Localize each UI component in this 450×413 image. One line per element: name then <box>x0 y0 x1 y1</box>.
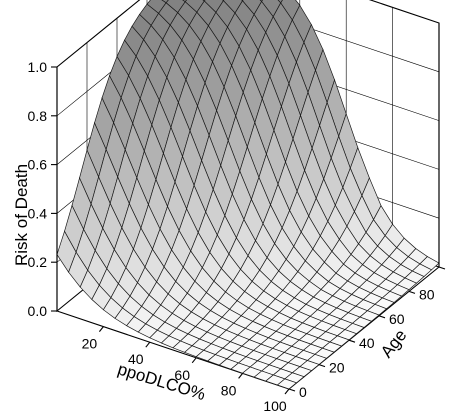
x-tick-label: 60 <box>174 367 190 383</box>
y-tick-mark <box>318 364 326 368</box>
z-tick-label: 0.6 <box>28 157 48 173</box>
y-tick-label: 0 <box>299 384 307 400</box>
y-tick-mark <box>288 388 296 392</box>
y-tick-mark <box>438 266 446 270</box>
y-tick-label: 80 <box>419 286 435 302</box>
surface-fill <box>56 0 440 390</box>
x-tick-label: 40 <box>128 351 144 367</box>
z-axis-title: Risk of Death <box>12 164 31 266</box>
y-tick-label: 20 <box>329 360 345 376</box>
x-tick-mark <box>98 326 104 332</box>
surface-patch <box>276 378 298 390</box>
z-tick-label: 0.0 <box>28 303 48 319</box>
x-tick-mark <box>284 388 290 395</box>
x-tick-mark <box>145 341 151 348</box>
x-tick-label: 20 <box>82 336 98 352</box>
x-axis-title: ppoDLCO% <box>115 359 207 404</box>
y-tick-mark <box>348 339 356 343</box>
z-tick-label: 0.4 <box>28 205 48 221</box>
z-tick-label: 1.0 <box>28 59 48 75</box>
wall-grid-line <box>56 0 440 117</box>
y-tick-mark <box>378 315 386 319</box>
y-tick-label: 40 <box>359 335 375 351</box>
x-tick-mark <box>238 373 244 379</box>
z-tick-label: 0.8 <box>28 108 48 124</box>
x-tick-label: 80 <box>221 382 237 398</box>
y-tick-mark <box>408 290 416 294</box>
y-axis-title: Age <box>377 326 411 362</box>
y-tick-label: 60 <box>389 311 405 327</box>
tick-labels: 0.00.20.40.60.81.02040608010002040608010… <box>28 59 450 413</box>
x-tick-mark <box>191 357 197 364</box>
z-tick-label: 0.2 <box>28 254 48 270</box>
front-box-edges <box>56 23 440 311</box>
x-tick-label: 100 <box>263 398 287 413</box>
